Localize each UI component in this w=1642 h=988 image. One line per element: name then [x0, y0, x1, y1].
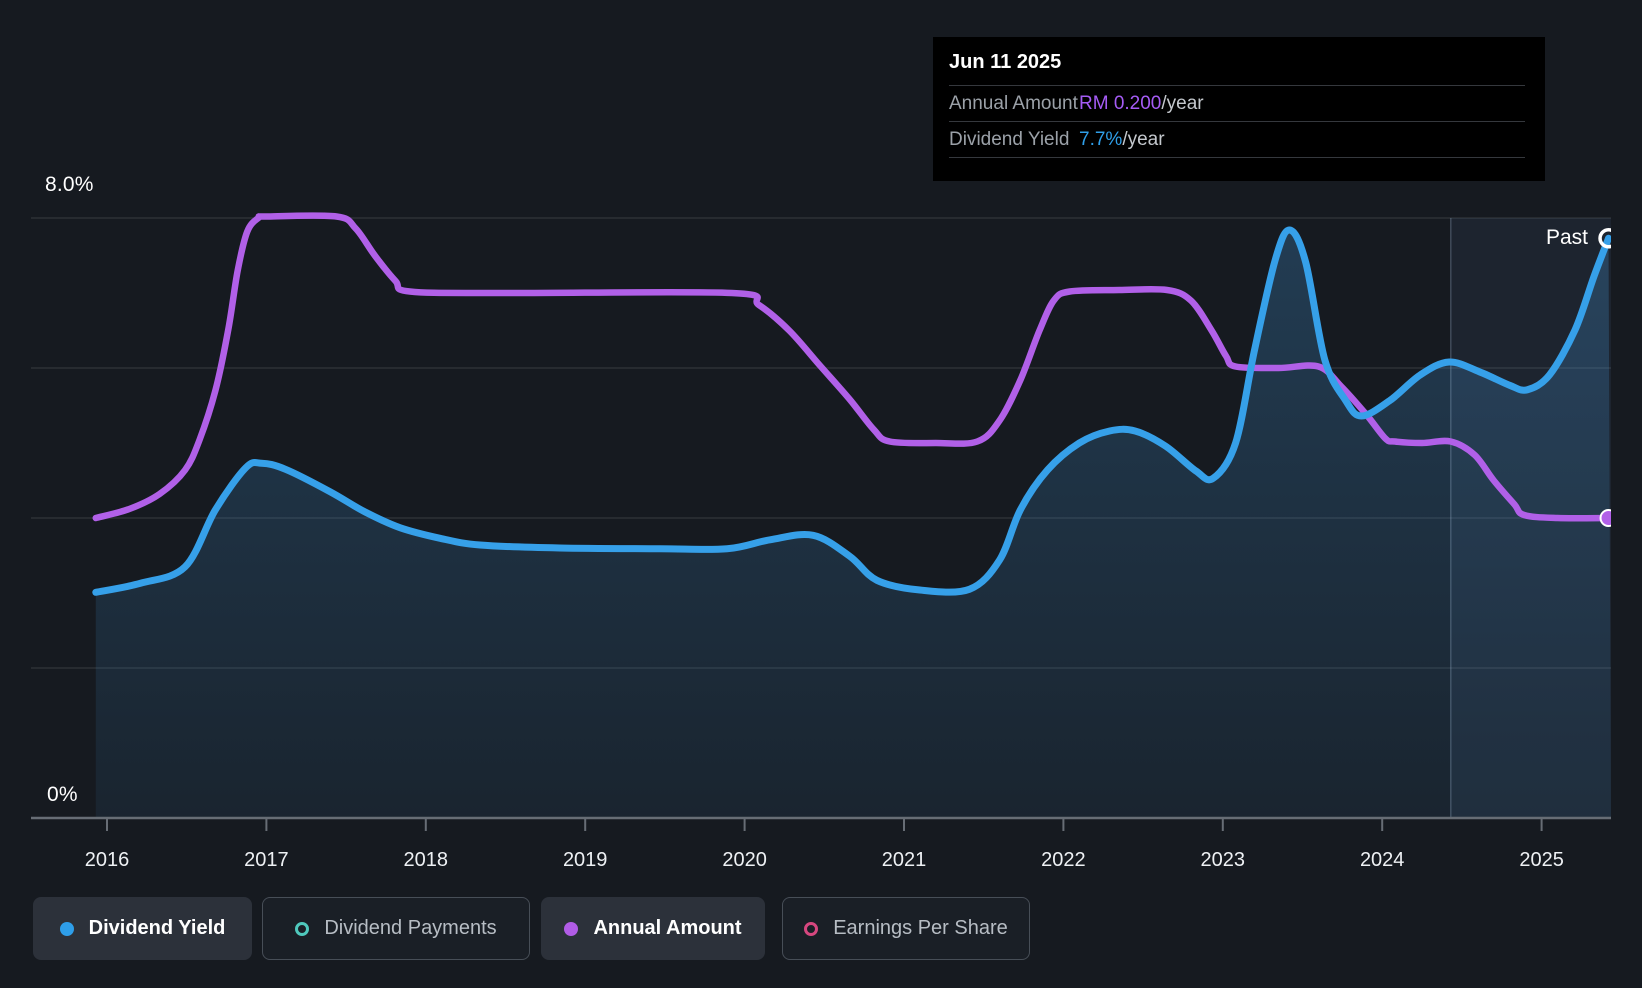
x-axis-label: 2018: [404, 849, 449, 871]
legend-label-earnings-per-share: Earnings Per Share: [833, 917, 1008, 939]
dividend-yield-dot-icon: [59, 921, 74, 936]
x-axis-label: 2022: [1041, 849, 1086, 871]
annual-amount-dot-icon: [564, 921, 579, 936]
x-axis-label: 2016: [85, 849, 130, 871]
tooltip-row-annual-amount: Annual Amount RM 0.200 /year: [949, 85, 1525, 121]
dividend-yield-endpoint: [1598, 228, 1611, 249]
legend-dividend-yield[interactable]: Dividend Yield: [33, 897, 252, 960]
tooltip-divider: [949, 157, 1525, 158]
dividend-yield-line: [92, 226, 1611, 596]
tooltip-label-dividend-yield: Dividend Yield: [949, 128, 1070, 150]
x-axis-ticks: [106, 818, 1543, 831]
legend-dividend-payments[interactable]: Dividend Payments: [262, 897, 530, 960]
x-axis-labels: 2016 2017 2018 2019 2020 2021 2022 2023 2024 2025: [85, 849, 1564, 871]
x-axis-label: 2021: [882, 849, 927, 871]
x-axis-label: 2020: [722, 849, 767, 871]
legend-earnings-per-share[interactable]: Earnings Per Share: [782, 897, 1030, 960]
earnings-per-share-circle-icon: [804, 921, 819, 936]
tooltip-label-annual-amount: Annual Amount: [949, 92, 1078, 114]
dividend-yield-area: [95, 229, 1611, 819]
tooltip-value-annual-amount: RM 0.200: [1079, 92, 1162, 114]
dividend-payments-circle-icon: [295, 921, 310, 936]
tooltip: Jun 11 2025 Annual Amount RM 0.200 /year…: [933, 37, 1545, 181]
tooltip-value-dividend-yield: 7.7%: [1079, 128, 1123, 150]
x-axis-label: 2024: [1360, 849, 1405, 871]
tooltip-suffix-dividend-yield: /year: [1122, 128, 1165, 150]
tooltip-date: Jun 11 2025: [949, 51, 1062, 73]
x-axis-label: 2025: [1519, 849, 1564, 871]
past-label: Past: [1546, 226, 1589, 249]
x-axis-label: 2019: [563, 849, 608, 871]
y-axis-top-label: 8.0%: [45, 173, 94, 196]
annual-amount-endpoint: [1599, 509, 1611, 527]
y-axis-bottom-label: 0%: [47, 783, 78, 806]
legend-annual-amount[interactable]: Annual Amount: [541, 897, 765, 960]
annual-amount-line: [92, 212, 1611, 522]
x-axis-label: 2017: [244, 849, 289, 871]
x-axis-label: 2023: [1201, 849, 1246, 871]
legend-label-dividend-payments: Dividend Payments: [324, 917, 497, 939]
legend-label-annual-amount: Annual Amount: [593, 917, 742, 939]
tooltip-suffix-annual-amount: /year: [1161, 92, 1204, 114]
tooltip-row-dividend-yield: Dividend Yield 7.7% /year: [949, 121, 1525, 157]
legend-label-dividend-yield: Dividend Yield: [88, 917, 226, 939]
